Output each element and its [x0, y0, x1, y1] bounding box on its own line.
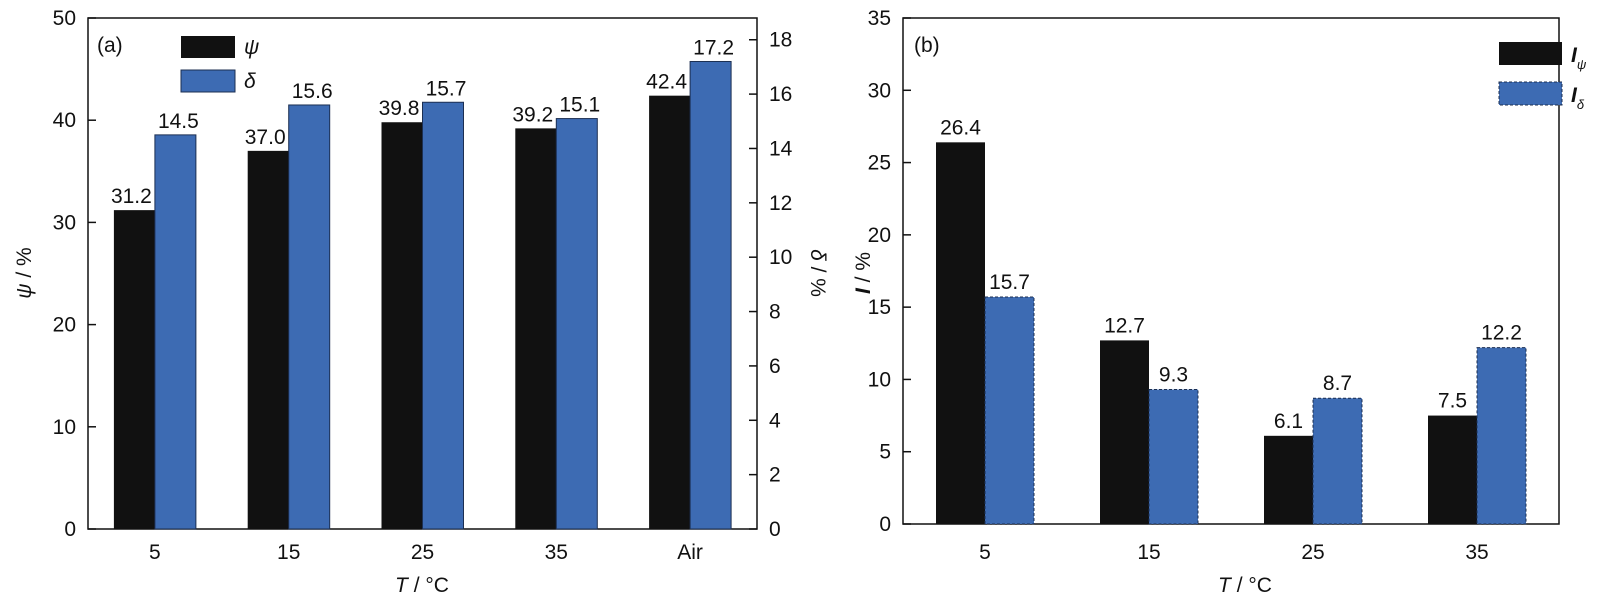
data-label-psi: 39.2 — [512, 103, 553, 126]
data-label-i-psi: 6.1 — [1274, 410, 1303, 433]
data-label-psi: 42.4 — [646, 71, 687, 94]
x-tick-label-a: Air — [677, 541, 703, 564]
y-axis-title-left-a: ψ / % — [13, 247, 36, 298]
bar-psi — [113, 210, 155, 530]
bar-i-delta — [1476, 347, 1527, 525]
data-label-psi: 39.8 — [379, 97, 420, 120]
bar-delta — [689, 60, 732, 530]
bars-a — [113, 60, 732, 530]
y-tick-label-b: 20 — [868, 224, 891, 247]
legend-label-i-psi: Iψ — [1571, 44, 1587, 72]
bar-delta — [154, 134, 197, 530]
data-label-i-psi: 12.7 — [1104, 314, 1145, 337]
y-tick-label-left-a: 0 — [64, 518, 76, 541]
legend-a: ψ δ — [180, 36, 259, 93]
y-tick-label-left-a: 20 — [53, 314, 76, 337]
panel-label-b: (b) — [914, 34, 940, 57]
x-tick-label-a: 35 — [545, 541, 568, 564]
x-tick-label-b: 35 — [1465, 541, 1488, 564]
x-tick-label-b: 15 — [1137, 541, 1160, 564]
x-axis-b: 5 15 25 35 — [979, 516, 1489, 564]
bar-i-delta — [1312, 397, 1363, 525]
data-label-i-delta: 9.3 — [1159, 364, 1188, 387]
chart-panel-b: (b) 0 5 10 15 20 25 30 35 5 15 25 35 26.4 15.7 12.7 9… — [852, 7, 1587, 597]
legend-label-delta: δ — [244, 70, 256, 93]
y-tick-label-left-a: 10 — [53, 416, 76, 439]
data-labels-b: 26.4 15.7 12.7 9.3 6.1 8.7 7.5 12.2 — [940, 116, 1522, 432]
data-label-i-delta: 15.7 — [989, 271, 1030, 294]
y-tick-label-b: 10 — [868, 368, 891, 391]
y-tick-label-right-a: 16 — [769, 83, 792, 106]
data-label-delta: 15.7 — [426, 77, 467, 100]
y-tick-label-right-a: 10 — [769, 246, 792, 269]
y-tick-label-right-a: 4 — [769, 409, 781, 432]
x-axis-title-a: T / °C — [395, 574, 449, 597]
data-label-i-psi: 26.4 — [940, 116, 981, 139]
legend-swatch-psi — [181, 36, 235, 58]
bar-i-psi — [1428, 415, 1477, 524]
data-label-i-psi: 7.5 — [1438, 390, 1467, 413]
legend-label-psi: ψ — [244, 36, 259, 59]
bar-psi — [649, 95, 691, 529]
data-label-i-delta: 12.2 — [1481, 322, 1522, 345]
data-label-delta: 14.5 — [158, 110, 199, 133]
legend-label-i-delta: Iδ — [1571, 84, 1585, 112]
y-tick-label-b: 35 — [868, 7, 891, 30]
data-label-delta: 15.6 — [292, 80, 333, 103]
bar-i-psi — [1100, 340, 1149, 524]
bar-psi — [247, 150, 289, 530]
bar-i-psi — [1264, 435, 1313, 524]
x-tick-label-b: 25 — [1301, 541, 1324, 564]
y-tick-label-right-a: 12 — [769, 192, 792, 215]
y-tick-label-b: 5 — [879, 441, 891, 464]
y-axis-left-a: 0 10 20 30 40 50 — [53, 7, 96, 541]
x-tick-label-a: 15 — [277, 541, 300, 564]
bar-i-delta — [984, 296, 1035, 525]
data-label-psi: 31.2 — [111, 185, 152, 208]
x-axis-a: 5 15 25 35 Air — [149, 521, 703, 564]
bars-b — [936, 142, 1527, 525]
y-axis-title-right-a: δ / % — [806, 249, 829, 297]
data-label-i-delta: 8.7 — [1323, 372, 1352, 395]
y-tick-label-left-a: 50 — [53, 7, 76, 30]
y-tick-label-b: 0 — [879, 513, 891, 536]
data-label-delta: 15.1 — [559, 94, 600, 117]
y-tick-label-left-a: 30 — [53, 211, 76, 234]
y-tick-label-right-a: 8 — [769, 301, 781, 324]
panel-label-a: (a) — [97, 34, 123, 57]
data-labels-a: 31.2 14.5 37.0 15.6 39.8 15.7 39.2 15.1 42.4 17.2 — [111, 36, 734, 208]
x-tick-label-a: 5 — [149, 541, 161, 564]
legend-swatch-i-delta — [1498, 81, 1563, 106]
x-axis-title-b: T / °C — [1218, 574, 1272, 597]
y-tick-label-b: 15 — [868, 296, 891, 319]
y-tick-label-b: 25 — [868, 152, 891, 175]
y-axis-title-b: I / % — [852, 252, 875, 294]
legend-b: Iψ Iδ — [1498, 42, 1587, 112]
bar-delta — [422, 101, 464, 530]
data-label-psi: 37.0 — [245, 126, 286, 149]
y-tick-label-right-a: 14 — [769, 137, 793, 160]
y-tick-label-right-a: 0 — [769, 518, 781, 541]
legend-swatch-delta — [180, 69, 236, 93]
x-tick-label-b: 5 — [979, 541, 991, 564]
chart-panel-a: (a) 0 10 20 30 40 50 0 2 4 6 8 10 12 14 16 18 5 15 25 35 A… — [13, 7, 829, 597]
y-tick-label-right-a: 18 — [769, 29, 792, 52]
y-axis-b: 0 5 10 15 20 25 30 35 — [868, 7, 911, 536]
y-tick-label-right-a: 2 — [769, 464, 781, 487]
bar-delta — [555, 118, 598, 530]
legend-swatch-i-psi — [1499, 42, 1562, 65]
bar-delta — [288, 104, 331, 530]
bar-i-delta — [1148, 389, 1199, 525]
bar-psi — [381, 122, 423, 529]
bar-i-psi — [936, 142, 985, 524]
y-tick-label-b: 30 — [868, 79, 891, 102]
plot-frame-b — [902, 17, 1560, 525]
bar-psi — [515, 128, 557, 529]
data-label-delta: 17.2 — [693, 36, 734, 59]
y-tick-label-right-a: 6 — [769, 355, 781, 378]
y-tick-label-left-a: 40 — [53, 109, 76, 132]
y-axis-right-a: 0 2 4 6 8 10 12 14 16 18 — [749, 29, 793, 541]
x-tick-label-a: 25 — [411, 541, 434, 564]
